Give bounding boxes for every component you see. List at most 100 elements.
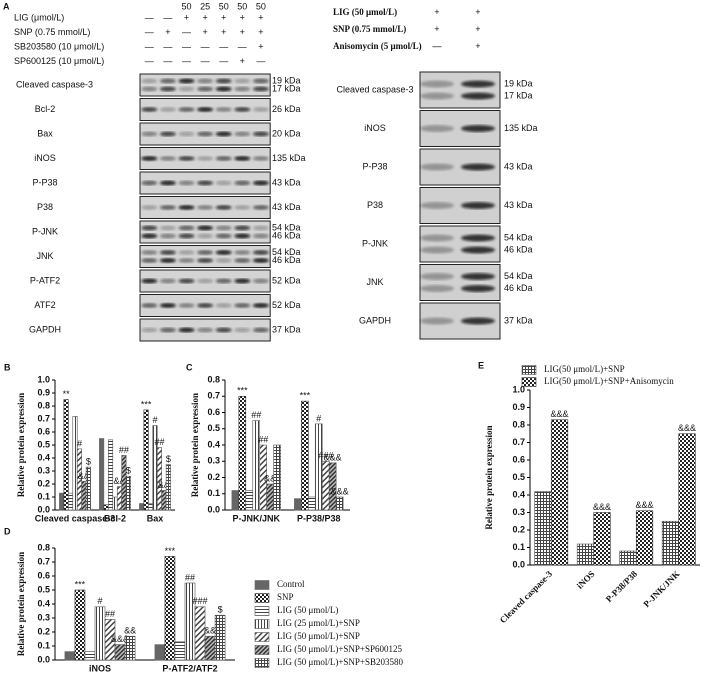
- band: [234, 78, 251, 84]
- panel-label: B: [4, 362, 11, 372]
- band: [461, 246, 495, 254]
- band: [252, 205, 269, 210]
- blot: [419, 71, 501, 109]
- y-tick-label: 0.7: [37, 413, 50, 423]
- significance-label: ##: [105, 609, 115, 619]
- kda-label: 17 kDa: [504, 90, 533, 100]
- band: [197, 156, 214, 161]
- y-tick-label: 0.8: [207, 374, 220, 384]
- significance-label: &&: [124, 626, 136, 636]
- band: [461, 163, 495, 171]
- bar: [139, 503, 145, 511]
- bar: [308, 496, 316, 511]
- blot-label: P38: [367, 200, 383, 210]
- y-tick-label: 1.0: [37, 374, 50, 384]
- band: [159, 278, 176, 284]
- y-tick-label: 0.1: [37, 640, 50, 650]
- band: [234, 131, 251, 137]
- condition-cell: +: [258, 12, 263, 22]
- condition-cell: —: [238, 41, 247, 51]
- band: [461, 285, 495, 292]
- kda-label: 43 kDa: [504, 161, 533, 171]
- significance-label: ##: [258, 434, 268, 444]
- condition-cell: +: [258, 41, 263, 51]
- legend-swatch: [254, 580, 270, 590]
- band: [215, 180, 232, 186]
- y-axis-label: Relative protein expression: [16, 393, 26, 497]
- band: [178, 86, 195, 92]
- y-tick-label: 0.0: [512, 559, 525, 569]
- band: [159, 205, 176, 210]
- band: [178, 205, 195, 210]
- bar: [661, 520, 680, 566]
- band: [215, 250, 232, 255]
- band: [252, 233, 269, 239]
- y-tick-label: 0.3: [512, 507, 525, 517]
- band: [420, 202, 454, 209]
- y-tick-label: 0.6: [512, 454, 525, 464]
- band: [252, 131, 269, 137]
- y-tick-label: 0.8: [37, 400, 50, 410]
- bar: [161, 490, 167, 511]
- kda-label: 19 kDa: [504, 78, 533, 88]
- blot-label: iNOS: [34, 153, 56, 163]
- blot: [139, 220, 271, 244]
- y-tick-label: 0.1: [512, 542, 525, 552]
- legend-label: LIG (50 μmol/L)+SNP: [277, 631, 360, 641]
- kda-label: 26 kDa: [272, 104, 301, 114]
- x-tick-label: Bax: [147, 513, 164, 523]
- band: [197, 180, 214, 186]
- band: [141, 180, 158, 186]
- band: [197, 327, 214, 333]
- y-tick-label: 0.9: [512, 402, 525, 412]
- condition-cell: +: [221, 12, 226, 22]
- condition-cell: —: [145, 56, 154, 66]
- band: [197, 258, 214, 263]
- band: [141, 233, 158, 239]
- bar: [335, 496, 344, 511]
- y-tick-label: 0.1: [37, 491, 50, 501]
- band: [197, 131, 214, 137]
- band: [197, 78, 214, 84]
- condition-cell: —: [145, 41, 154, 51]
- bar: [125, 475, 131, 511]
- band: [178, 180, 195, 186]
- significance-label: #: [97, 596, 102, 606]
- bar: [245, 490, 254, 511]
- band: [234, 86, 251, 92]
- band: [141, 107, 158, 112]
- bar: [108, 439, 114, 511]
- kda-label: 20 kDa: [272, 128, 301, 138]
- kda-label: 46 kDa: [272, 230, 301, 240]
- band: [215, 205, 232, 210]
- y-tick-label: 0.4: [37, 452, 50, 462]
- y-tick-label: 0.5: [512, 472, 525, 482]
- bar: [238, 395, 247, 511]
- y-axis-label: Relative protein expression: [16, 552, 26, 656]
- condition-cell: +: [475, 41, 480, 51]
- blot-label: GAPDH: [359, 315, 391, 325]
- significance-label: ###: [193, 596, 208, 606]
- blot-label: P-JNK: [362, 238, 388, 248]
- bar: [194, 606, 206, 661]
- band: [234, 180, 251, 186]
- condition-cell: +: [221, 27, 226, 37]
- condition-cell: +: [434, 24, 439, 34]
- y-axis-label: Relative protein expression: [484, 425, 494, 529]
- band: [141, 278, 158, 284]
- bar: [550, 419, 569, 566]
- bar: [72, 416, 78, 511]
- band: [252, 278, 269, 284]
- band: [197, 303, 214, 308]
- band: [461, 234, 495, 242]
- band: [215, 131, 232, 137]
- band: [461, 80, 495, 88]
- band: [178, 278, 195, 284]
- legend-label: Control: [277, 579, 305, 589]
- bar: [154, 644, 166, 661]
- x-tick-label: iNOS: [89, 663, 111, 673]
- bar: [328, 462, 337, 511]
- condition-cell: —: [219, 56, 228, 66]
- significance-label: ***: [141, 399, 152, 409]
